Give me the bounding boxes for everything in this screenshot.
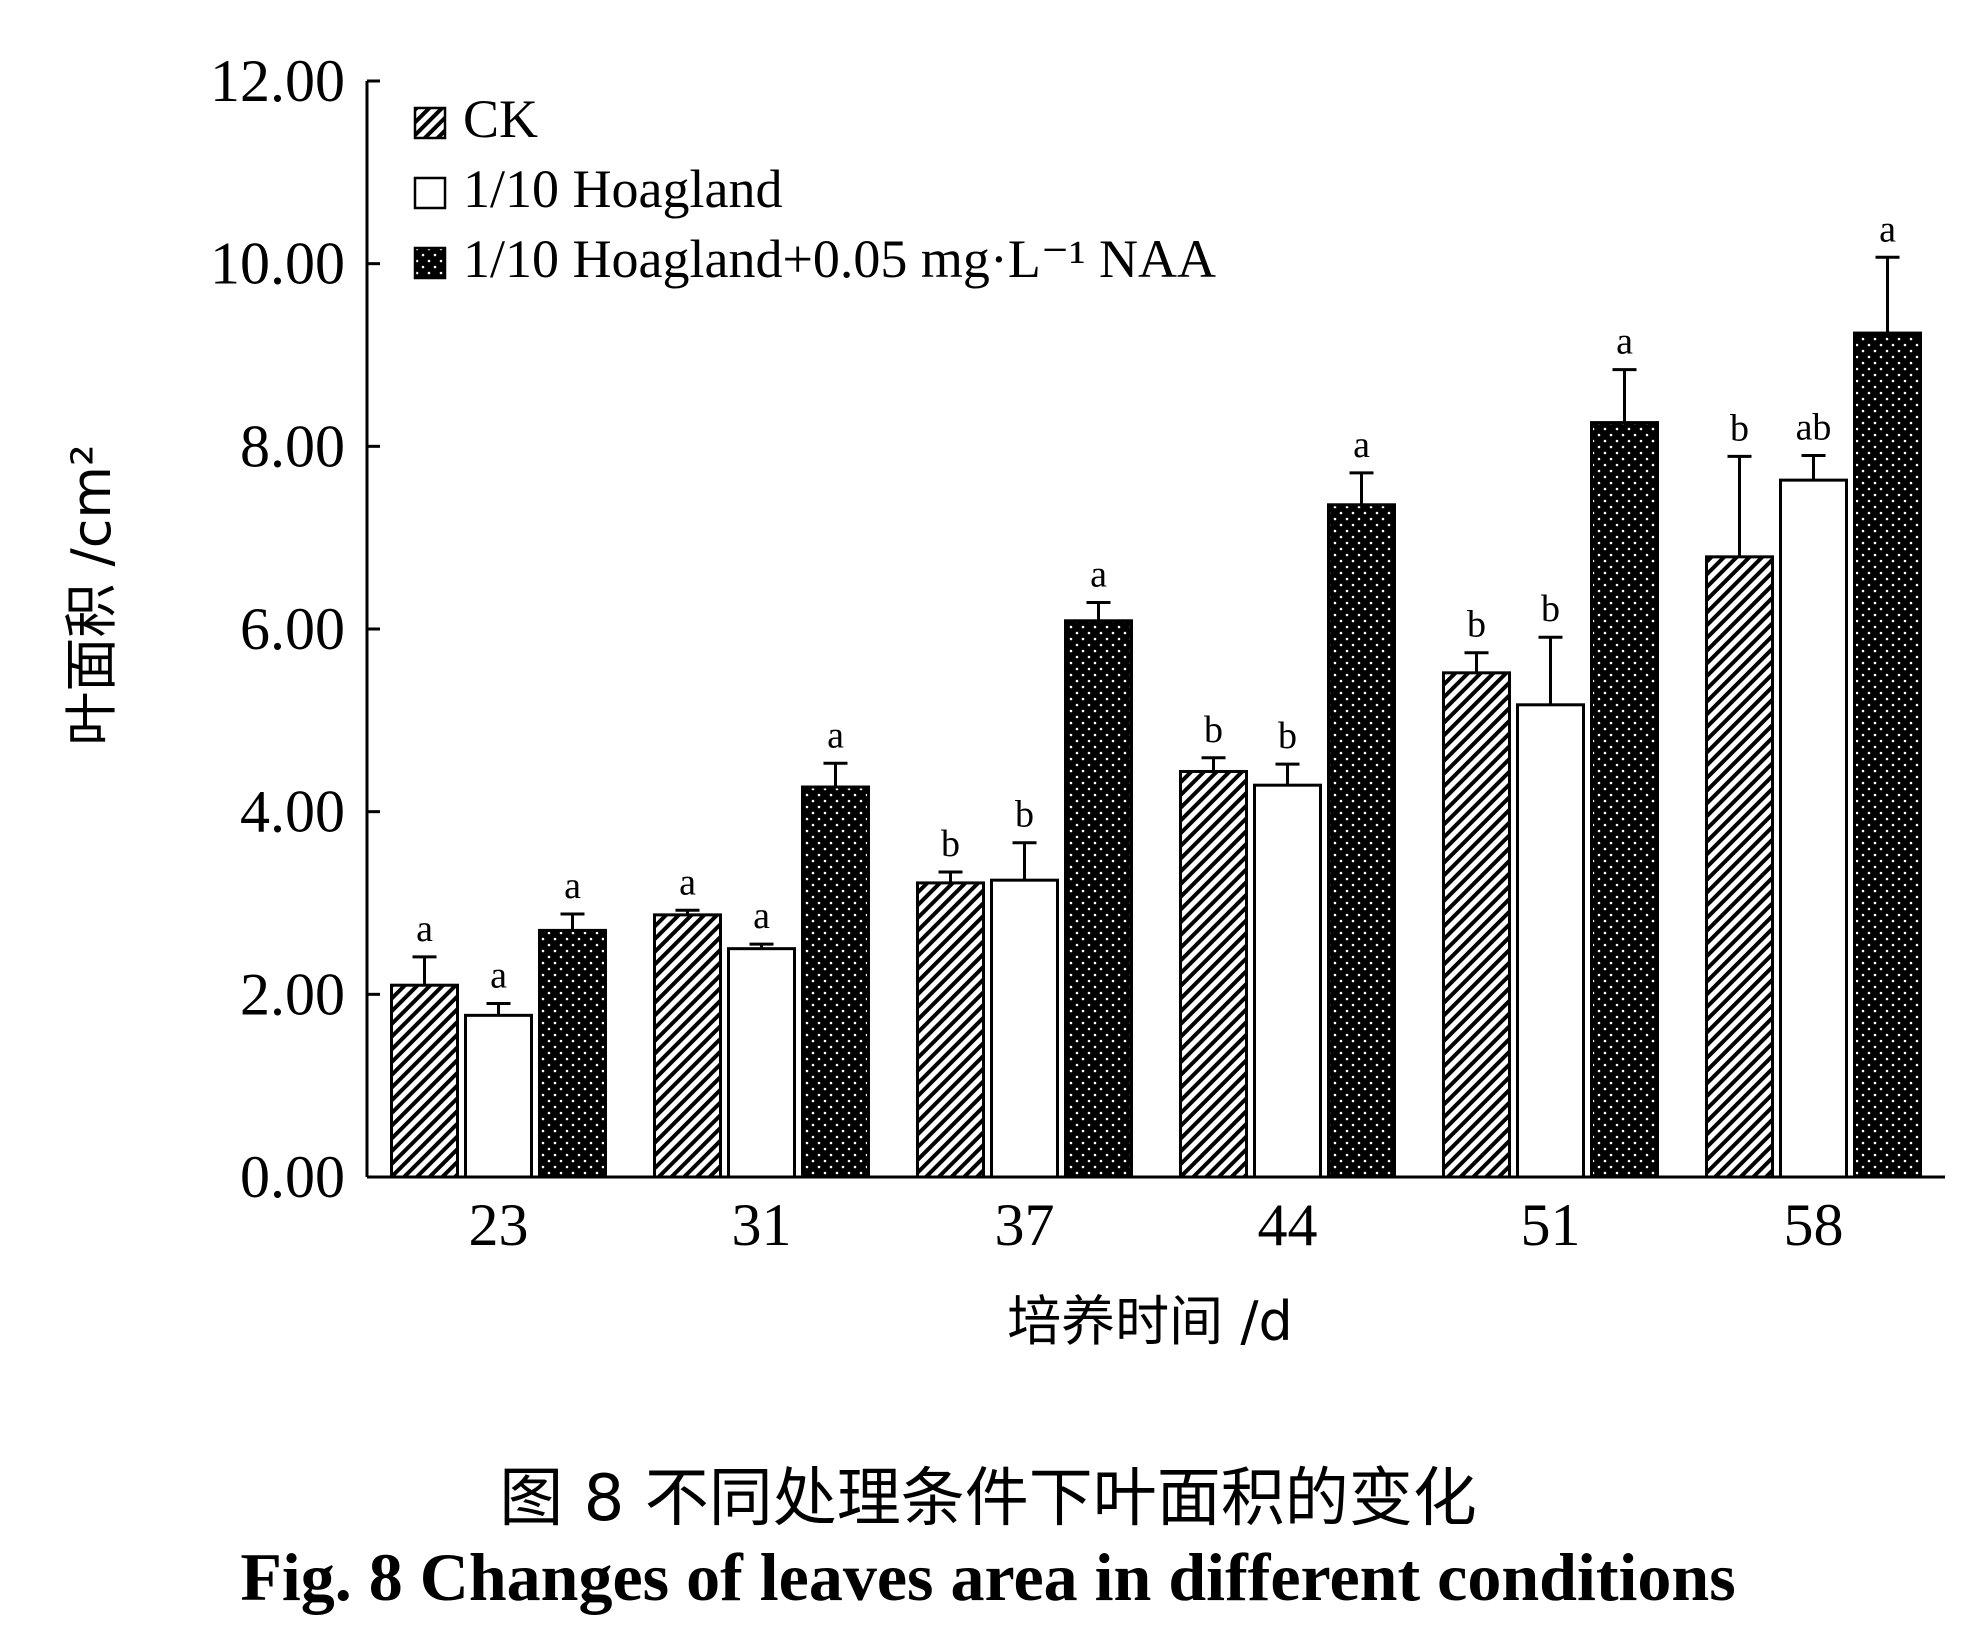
figure-caption-chinese: 图 8 不同处理条件下叶面积的变化 — [499, 1462, 1476, 1536]
x-tick-label: 23 — [469, 1192, 529, 1258]
figure-caption-english: Fig. 8 Changes of leaves area in differe… — [240, 1539, 1735, 1615]
bar — [1853, 331, 1922, 1179]
significance-label: a — [753, 895, 770, 937]
bar — [1442, 671, 1511, 1179]
bar — [1590, 421, 1659, 1179]
y-tick-label: 8.00 — [240, 413, 345, 479]
bar — [1253, 783, 1322, 1179]
bar — [1179, 769, 1248, 1179]
x-axis-title: 培养时间 /d — [1007, 1290, 1293, 1353]
bar — [653, 913, 722, 1179]
significance-label: b — [1730, 407, 1749, 449]
significance-label: ab — [1796, 406, 1832, 448]
legend-swatch — [413, 246, 447, 280]
significance-label: b — [1204, 709, 1223, 751]
significance-label: b — [1467, 604, 1486, 646]
bar — [1327, 503, 1396, 1179]
x-tick-label: 31 — [732, 1192, 792, 1258]
significance-label: a — [679, 861, 696, 903]
y-tick-label: 0.00 — [240, 1144, 345, 1210]
x-tick-label: 37 — [995, 1192, 1055, 1258]
significance-label: b — [1278, 715, 1297, 757]
significance-label: a — [1616, 321, 1633, 363]
bar — [1516, 703, 1585, 1179]
bar — [464, 1013, 533, 1179]
legend-label: 1/10 Hoagland+0.05 mg·L⁻¹ NAA — [463, 229, 1216, 289]
significance-label: b — [941, 823, 960, 865]
y-axis-title: 叶面积 /cm² — [60, 444, 123, 745]
significance-label: a — [490, 954, 507, 996]
bar — [538, 928, 607, 1179]
bar — [390, 983, 459, 1179]
significance-label: a — [564, 865, 581, 907]
significance-label: b — [1015, 794, 1034, 836]
significance-label: b — [1541, 588, 1560, 630]
significance-label: a — [1879, 208, 1896, 250]
bar — [916, 881, 985, 1179]
y-tick-label: 12.00 — [210, 48, 345, 114]
x-tick-label: 44 — [1258, 1192, 1318, 1258]
significance-label: a — [1090, 554, 1107, 596]
significance-label: a — [416, 908, 433, 950]
x-tick-label: 58 — [1784, 1192, 1844, 1258]
y-tick-label: 4.00 — [240, 779, 345, 845]
x-tick-label: 51 — [1521, 1192, 1581, 1258]
legend-label: 1/10 Hoagland — [463, 159, 782, 219]
bar — [990, 878, 1059, 1179]
significance-label: a — [827, 714, 844, 756]
legend: CK 1/10 Hoagland 1/10 Hoagland+0.05 mg·L⁻¹… — [413, 89, 1216, 289]
bar — [1705, 555, 1774, 1179]
y-tick-label: 6.00 — [240, 596, 345, 662]
bar — [727, 947, 796, 1179]
y-tick-label: 2.00 — [240, 961, 345, 1027]
bar — [1779, 478, 1848, 1179]
legend-swatch — [413, 176, 447, 210]
bar — [1064, 619, 1133, 1179]
y-tick-label: 10.00 — [210, 231, 345, 297]
significance-label: a — [1353, 424, 1370, 466]
legend-swatch — [413, 106, 447, 140]
axes: 0.00 2.00 4.00 6.00 8.00 10.00 12.00 23 31 37 44 51… — [210, 48, 1945, 1258]
legend-label: CK — [463, 89, 538, 149]
bar — [801, 785, 870, 1179]
